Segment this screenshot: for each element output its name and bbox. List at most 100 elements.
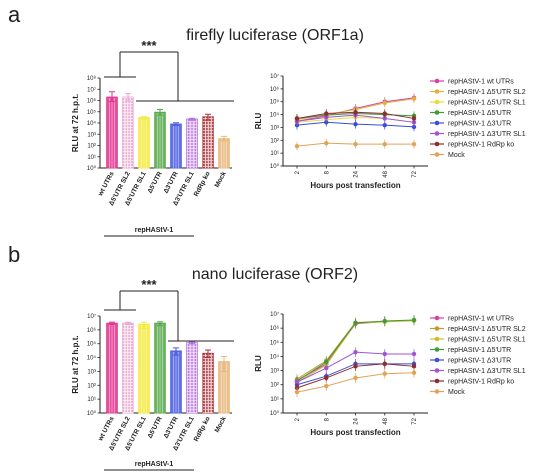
chart-b-line: 10⁰ 10¹ 10² 10³ 10⁴ 10⁵ 10⁶ 10⁷ 2 8 24 48 72 Hours po… xyxy=(254,311,526,437)
data-point xyxy=(412,318,416,322)
y-tick-label: 10¹ xyxy=(87,397,96,403)
y-tick-label: 10⁵ xyxy=(270,339,280,346)
chart-b-bar: 10⁰ 10¹ 10² 10³ 10⁴ 10⁵ 10⁶ 10⁷ RLU at 72 h.p.t.… xyxy=(71,277,234,470)
data-point xyxy=(383,362,387,366)
category-label: RdRp ko xyxy=(193,171,212,198)
panel-a-letter: a xyxy=(8,2,21,27)
data-point xyxy=(353,122,357,126)
data-point xyxy=(353,350,357,354)
x-tick-label: 48 xyxy=(383,417,389,424)
data-point xyxy=(295,116,299,120)
legend-entry: repHAStV-1 Δ3'UTR xyxy=(448,121,511,128)
group-label: repHAStV-1 xyxy=(135,227,174,234)
data-point xyxy=(383,111,387,115)
y-tick-label: 10² xyxy=(270,383,279,389)
data-point xyxy=(383,142,387,146)
x-axis-label: Hours post transfection xyxy=(310,181,400,190)
data-point xyxy=(295,144,299,148)
y-tick-label: 10⁶ xyxy=(87,98,97,105)
x-tick-label: 24 xyxy=(354,170,360,177)
legend-swatch-marker xyxy=(435,110,440,115)
chart-a-bar: 10⁰ 10¹ 10² 10³ 10⁴ 10⁵ 10⁶ 10⁷ 10⁸ RLU at 72 h.p… xyxy=(71,38,234,236)
data-point xyxy=(412,97,416,101)
y-tick-label: 10² xyxy=(87,144,96,150)
x-tick-label: 72 xyxy=(412,170,418,177)
data-point xyxy=(412,116,416,120)
legend-entry: repHAStV-1 Δ5'UTR xyxy=(448,347,511,354)
data-point xyxy=(412,364,416,368)
x-tick-label: 8 xyxy=(324,170,330,174)
y-axis-label: RLU xyxy=(254,113,263,130)
legend-swatch-marker xyxy=(435,100,440,105)
y-tick-label: 10⁶ xyxy=(87,327,97,334)
x-tick-label: 24 xyxy=(354,417,360,424)
data-point xyxy=(412,371,416,375)
data-point xyxy=(353,142,357,146)
data-point xyxy=(383,319,387,323)
y-tick-label: 10⁰ xyxy=(87,410,97,417)
y-tick-label: 10⁴ xyxy=(87,120,97,127)
y-tick-label: 10² xyxy=(87,383,96,389)
data-point xyxy=(353,376,357,380)
data-point xyxy=(324,376,328,380)
data-point xyxy=(383,101,387,105)
y-tick-label: 10⁷ xyxy=(87,313,96,320)
y-tick-label: 10² xyxy=(270,138,279,144)
legend-entry: repHAStV-1 Δ5'UTR SL1 xyxy=(448,337,526,344)
legend-swatch-marker xyxy=(435,326,440,331)
data-point xyxy=(383,352,387,356)
legend-entry: Mock xyxy=(448,152,465,159)
significance-label: *** xyxy=(141,277,157,292)
y-tick-label: 10⁶ xyxy=(270,325,280,332)
category-label: RdRp ko xyxy=(193,416,212,443)
category-label: Δ3'UTR xyxy=(163,415,180,439)
y-tick-label: 10³ xyxy=(87,132,96,138)
category-label: Δ5'UTR xyxy=(147,170,164,194)
panel-a-title: firefly luciferase (ORF1a) xyxy=(186,27,364,44)
y-axis-label: RLU at 72 h.p.t. xyxy=(71,94,80,152)
x-tick-label: 2 xyxy=(295,170,301,174)
legend-swatch-marker xyxy=(435,379,440,384)
y-tick-label: 10⁴ xyxy=(270,112,280,119)
legend-entry: repHAStV-1 Δ5'UTR SL2 xyxy=(448,89,526,96)
data-point xyxy=(383,123,387,127)
data-point xyxy=(412,352,416,356)
x-tick-label: 48 xyxy=(383,170,389,177)
data-point xyxy=(324,111,328,115)
legend-swatch-marker xyxy=(435,389,440,394)
y-tick-label: 10³ xyxy=(87,369,96,375)
legend-entry: repHAStV-1 wt UTRs xyxy=(448,79,514,86)
legend-entry: repHAStV-1 wt UTRs xyxy=(448,316,514,323)
x-tick-label: 8 xyxy=(324,417,330,421)
y-tick-label: 10⁵ xyxy=(87,341,97,348)
y-tick-label: 10⁵ xyxy=(270,99,280,106)
y-tick-label: 10³ xyxy=(270,125,279,131)
y-tick-label: 10⁰ xyxy=(87,165,97,172)
significance-label: *** xyxy=(141,38,157,53)
legend-swatch-marker xyxy=(435,152,440,157)
y-tick-label: 10³ xyxy=(270,369,279,375)
y-tick-label: 10¹ xyxy=(270,397,279,403)
legend-entry: repHAStV-1 Δ5'UTR SL1 xyxy=(448,100,526,107)
panel-b-letter: b xyxy=(8,242,20,267)
y-tick-label: 10⁷ xyxy=(270,73,279,80)
legend-entry: Mock xyxy=(448,389,465,396)
data-point xyxy=(295,390,299,394)
data-point xyxy=(324,366,328,370)
legend-swatch-marker xyxy=(435,131,440,136)
legend-entry: repHAStV-1 RdRp ko xyxy=(448,142,514,149)
category-label: Mock xyxy=(214,170,228,188)
y-tick-label: 10⁸ xyxy=(87,75,97,82)
y-tick-label: 10⁴ xyxy=(270,353,280,360)
data-point xyxy=(353,110,357,114)
data-point xyxy=(324,384,328,388)
x-tick-label: 2 xyxy=(295,417,301,421)
data-point xyxy=(353,364,357,368)
legend-entry: repHAStV-1 Δ5'UTR xyxy=(448,110,511,117)
group-label: repHAStV-1 xyxy=(135,461,174,468)
data-point xyxy=(412,142,416,146)
legend-swatch-marker xyxy=(435,368,440,373)
x-tick-label: 72 xyxy=(412,417,418,424)
y-axis-label: RLU at 72 h.p.t. xyxy=(71,335,80,393)
